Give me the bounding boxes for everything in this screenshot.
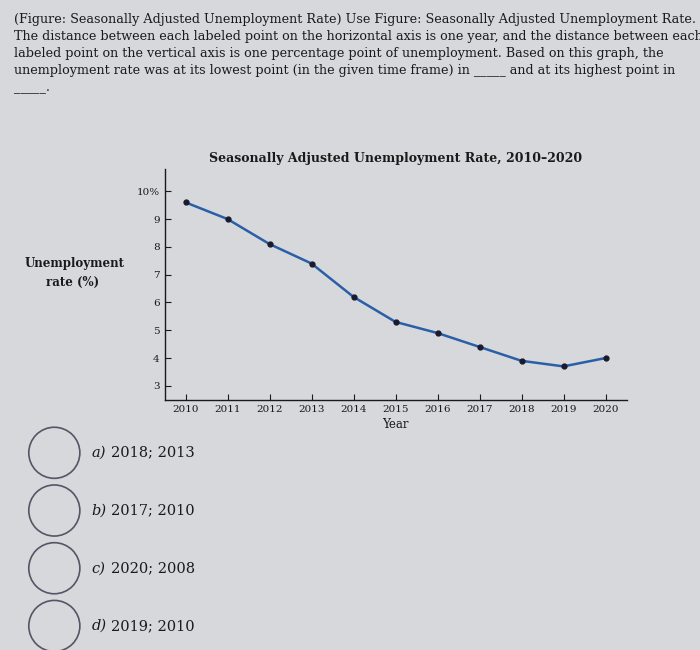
Text: rate (%): rate (%) [46, 276, 99, 289]
Text: (Figure: Seasonally Adjusted Unemployment Rate) Use Figure: Seasonally Adjusted : (Figure: Seasonally Adjusted Unemploymen… [14, 13, 700, 94]
Text: c): c) [91, 561, 105, 575]
Text: 2018; 2013: 2018; 2013 [111, 446, 195, 460]
Text: a): a) [91, 446, 106, 460]
Text: b): b) [91, 504, 106, 517]
Text: 2017; 2010: 2017; 2010 [111, 504, 195, 517]
Text: d): d) [91, 619, 106, 633]
Text: 2020; 2008: 2020; 2008 [111, 561, 195, 575]
Title: Seasonally Adjusted Unemployment Rate, 2010–2020: Seasonally Adjusted Unemployment Rate, 2… [209, 152, 582, 165]
Text: Unemployment: Unemployment [25, 257, 125, 270]
Text: 2019; 2010: 2019; 2010 [111, 619, 195, 633]
X-axis label: Year: Year [382, 418, 409, 431]
